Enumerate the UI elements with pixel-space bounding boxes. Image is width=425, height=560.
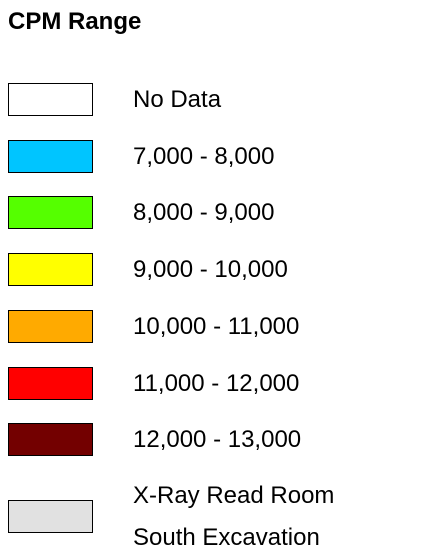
legend-label: No Data: [133, 86, 222, 113]
legend-label: South Excavation: [133, 524, 320, 551]
legend-swatch: [8, 310, 93, 343]
legend-label: 10,000 - 11,000: [133, 313, 300, 340]
legend-label: 12,000 - 13,000: [133, 426, 302, 453]
legend-swatch: [8, 423, 93, 456]
legend-label: 8,000 - 9,000: [133, 199, 275, 226]
legend-swatch: [8, 253, 93, 286]
legend-swatch: [8, 140, 93, 173]
legend-swatch: [8, 196, 93, 229]
legend-title: CPM Range: [8, 8, 142, 35]
legend-swatch: [8, 500, 93, 533]
legend-label: 7,000 - 8,000: [133, 143, 275, 170]
legend-label: 11,000 - 12,000: [133, 370, 300, 397]
legend-swatch: [8, 367, 93, 400]
legend-swatch: [8, 83, 93, 116]
legend-label: X-Ray Read Room: [133, 482, 335, 509]
legend-label: 9,000 - 10,000: [133, 256, 288, 283]
